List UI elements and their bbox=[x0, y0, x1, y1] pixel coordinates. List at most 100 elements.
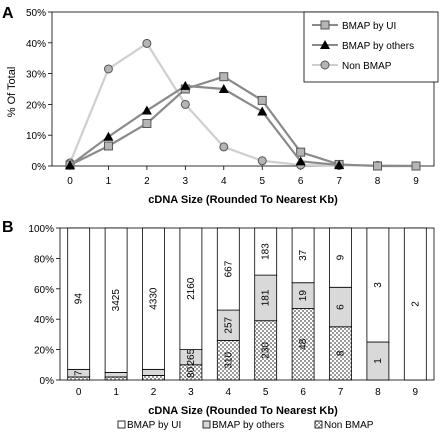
bar-value-label: 37 bbox=[298, 249, 309, 261]
panel-b-ytick-label: 0% bbox=[40, 376, 55, 387]
panel-a-ytick-label: 50% bbox=[26, 8, 46, 19]
bar-value-label: 6 bbox=[336, 304, 347, 310]
panel-b-xtick-label: 9 bbox=[413, 387, 419, 398]
bar-value-label: 7 bbox=[74, 370, 85, 376]
bar-segment bbox=[142, 375, 165, 381]
panel-b-xtick-label: 0 bbox=[76, 387, 82, 398]
bar-segment bbox=[291, 227, 315, 284]
panel-b-xlabel: cDNA Size (Rounded To Nearest Kb) bbox=[148, 405, 338, 417]
data-point-circle bbox=[257, 156, 267, 166]
panel-b-xtick-label: 1 bbox=[113, 387, 119, 398]
panel-a-xtick-label: 4 bbox=[221, 176, 227, 187]
data-point-circle bbox=[219, 142, 229, 152]
bar-segment bbox=[142, 227, 165, 370]
panel-b-ytick-label: 100% bbox=[28, 224, 54, 235]
legend-swatch-bmap-ui bbox=[117, 420, 126, 429]
bar-value-label: 2 bbox=[410, 301, 421, 307]
bar-value-label: 8 bbox=[336, 350, 347, 356]
panel-a-ytick-label: 10% bbox=[26, 131, 46, 142]
legend-swatch-bmap-others bbox=[202, 420, 211, 429]
panel-b-plot: 0%20%40%60%80%100%7940342514330280265216… bbox=[28, 224, 435, 398]
panel-a-plot: 0% 10% 20% 30% 40% 50% 0 1 2 3 4 5 6 7 8 9 bbox=[26, 8, 435, 187]
legend-triangle-marker bbox=[320, 40, 330, 49]
bar-value-label: 181 bbox=[261, 289, 272, 306]
bar-segment bbox=[104, 227, 128, 373]
bar-segment bbox=[142, 368, 165, 376]
bar-value-label: 19 bbox=[298, 290, 309, 302]
bar-value-label: 3 bbox=[373, 282, 384, 288]
panel-b-ytick-label: 20% bbox=[34, 346, 54, 357]
panel-a-ytick-label: 40% bbox=[26, 39, 46, 50]
legend-b-label-non-bmap: Non BMAP bbox=[324, 420, 374, 431]
panel-a-legend: BMAP by UI BMAP by others Non BMAP bbox=[303, 11, 439, 83]
legend-circle-marker bbox=[320, 60, 330, 70]
panel-b-xtick-label: 5 bbox=[263, 387, 269, 398]
bar-segment bbox=[67, 227, 91, 370]
bar-value-label: 3425 bbox=[111, 289, 122, 312]
panel-a-ylabel: % Of Total bbox=[6, 67, 18, 118]
panel-a-xtick-label: 8 bbox=[375, 176, 381, 187]
panel-b-xtick-label: 6 bbox=[300, 387, 306, 398]
data-point-triangle bbox=[103, 131, 114, 141]
legend-b-label-bmap-others: BMAP by others bbox=[212, 420, 284, 431]
panel-a-xlabel: cDNA Size (Rounded To Nearest Kb) bbox=[148, 194, 338, 206]
bar-segment bbox=[366, 227, 390, 343]
panel-a-frame bbox=[51, 11, 435, 167]
panel-a-xtick-label: 1 bbox=[106, 176, 112, 187]
panel-a-ytick-label: 0% bbox=[32, 162, 47, 173]
bar-segment bbox=[67, 376, 91, 381]
bar-segment bbox=[403, 227, 427, 381]
series-line bbox=[69, 84, 340, 167]
bar-segment bbox=[329, 227, 352, 288]
data-point-square bbox=[373, 161, 383, 171]
panel-a-xtick-label: 6 bbox=[298, 176, 304, 187]
data-point-triangle bbox=[180, 80, 191, 90]
panel-a-xtick-label: 2 bbox=[144, 176, 150, 187]
data-point-circle bbox=[142, 38, 152, 48]
panel-b-xtick-label: 4 bbox=[226, 387, 232, 398]
panel-a-xtick-label: 5 bbox=[259, 176, 265, 187]
bar-segment bbox=[104, 376, 128, 381]
panel-b-frame bbox=[59, 227, 435, 381]
bar-value-label: 1 bbox=[373, 358, 384, 364]
panel-b-ytick-label: 80% bbox=[34, 254, 54, 265]
panel-b-xtick-label: 2 bbox=[151, 387, 157, 398]
bar-segment bbox=[179, 227, 203, 350]
panel-b-ytick-label: 40% bbox=[34, 315, 54, 326]
bar-value-label: 230 bbox=[261, 342, 272, 359]
bar-value-label: 9 bbox=[336, 254, 347, 260]
panel-a-xtick-label: 7 bbox=[336, 176, 342, 187]
bar-value-label: 2160 bbox=[186, 277, 197, 300]
panel-b-legend: BMAP by UI BMAP by others Non BMAP bbox=[117, 420, 374, 431]
bar-value-label: 48 bbox=[298, 338, 309, 350]
panel-a-xtick-label: 9 bbox=[413, 176, 419, 187]
data-point-triangle bbox=[141, 105, 152, 115]
panel-a-xtick-label: 0 bbox=[67, 176, 73, 187]
legend-b-label-bmap-ui: BMAP by UI bbox=[127, 420, 181, 431]
bar-value-label: 310 bbox=[223, 351, 234, 368]
data-point-square bbox=[411, 161, 421, 171]
panel-b-label: B bbox=[2, 219, 14, 236]
data-point-triangle bbox=[295, 156, 306, 166]
panel-b-xtick-label: 3 bbox=[188, 387, 194, 398]
data-point-square bbox=[257, 95, 267, 105]
bar-value-label: 80 bbox=[186, 366, 197, 378]
bar-value-label: 257 bbox=[223, 317, 234, 334]
legend-swatch-non-bmap bbox=[314, 420, 323, 429]
panel-a-label: A bbox=[2, 5, 14, 22]
data-point-triangle bbox=[257, 106, 268, 116]
data-point-square bbox=[296, 147, 306, 157]
data-point-circle bbox=[180, 99, 190, 109]
bar-value-label: 265 bbox=[186, 348, 197, 365]
panel-a-ytick-label: 30% bbox=[26, 70, 46, 81]
panel-a-ytick-label: 20% bbox=[26, 100, 46, 111]
data-point-square bbox=[103, 141, 113, 151]
data-point-triangle bbox=[65, 160, 75, 170]
legend-label-non-bmap: Non BMAP bbox=[342, 61, 392, 72]
panel-b-xtick-label: 7 bbox=[338, 387, 344, 398]
bar-segment bbox=[104, 371, 128, 378]
data-point-circle bbox=[103, 64, 113, 74]
bar-value-label: 667 bbox=[223, 260, 234, 277]
bar-value-label: 4330 bbox=[149, 287, 160, 310]
